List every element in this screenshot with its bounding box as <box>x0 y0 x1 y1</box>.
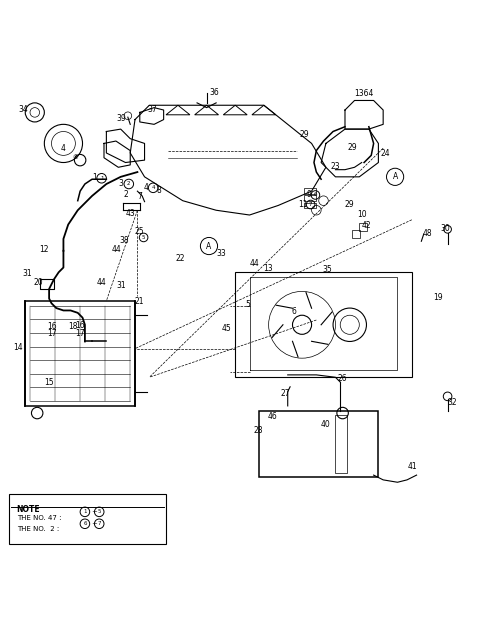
Text: 48: 48 <box>422 228 432 237</box>
Text: 31: 31 <box>23 269 33 278</box>
Text: 6: 6 <box>313 193 317 198</box>
Bar <box>259 411 378 477</box>
Text: 19: 19 <box>433 292 443 301</box>
Text: 35: 35 <box>322 266 332 275</box>
Text: 6: 6 <box>291 307 297 316</box>
Text: 28: 28 <box>253 426 263 435</box>
Text: 2: 2 <box>127 182 131 186</box>
Text: 20: 20 <box>34 278 44 287</box>
Text: 45: 45 <box>222 324 232 333</box>
Text: 15: 15 <box>44 378 54 387</box>
Text: 9: 9 <box>307 191 312 200</box>
Text: 4: 4 <box>144 183 148 192</box>
Text: 7: 7 <box>137 193 142 202</box>
Text: 3: 3 <box>118 179 123 189</box>
Text: 40: 40 <box>320 420 330 429</box>
Text: 5: 5 <box>142 235 145 240</box>
Text: 10: 10 <box>357 209 367 218</box>
Text: 33: 33 <box>216 249 226 258</box>
Text: 23: 23 <box>331 162 340 171</box>
Text: 12: 12 <box>39 245 49 254</box>
Text: A: A <box>206 241 212 250</box>
Text: 22: 22 <box>176 255 185 264</box>
Text: 44: 44 <box>111 245 121 254</box>
Text: 1: 1 <box>100 176 103 180</box>
Text: 43: 43 <box>125 209 135 218</box>
Text: 2: 2 <box>123 191 128 200</box>
Text: 44: 44 <box>250 259 259 268</box>
Text: 4: 4 <box>151 186 155 190</box>
Text: 38: 38 <box>120 236 130 245</box>
Bar <box>235 272 412 377</box>
Text: 32: 32 <box>447 397 457 406</box>
Text: ~: ~ <box>91 509 97 515</box>
Text: 6: 6 <box>83 521 87 526</box>
Text: 37: 37 <box>147 104 156 113</box>
Text: 41: 41 <box>408 463 418 472</box>
Text: 14: 14 <box>13 343 23 352</box>
Text: 7: 7 <box>309 202 312 207</box>
Bar <box>304 188 316 194</box>
Text: 39: 39 <box>116 114 126 123</box>
Text: ④: ④ <box>72 156 78 160</box>
Text: 34: 34 <box>18 104 28 113</box>
Text: 36: 36 <box>209 88 219 97</box>
Text: 44: 44 <box>97 278 107 287</box>
Text: 46: 46 <box>268 412 277 421</box>
Text: ~: ~ <box>91 521 97 527</box>
Text: 29: 29 <box>348 143 357 152</box>
Text: THE NO.  2 :: THE NO. 2 : <box>17 526 61 532</box>
Bar <box>304 195 316 201</box>
Text: 16: 16 <box>75 321 85 330</box>
Text: 25: 25 <box>134 227 144 236</box>
Text: 42: 42 <box>362 221 372 230</box>
Text: 29: 29 <box>300 131 309 140</box>
Text: 5: 5 <box>246 300 251 309</box>
Text: 17: 17 <box>47 329 56 338</box>
Text: 24: 24 <box>381 149 390 159</box>
Text: 7: 7 <box>97 521 101 526</box>
Text: 1364: 1364 <box>355 89 374 98</box>
Text: 29: 29 <box>345 200 355 209</box>
Text: THE NO. 47 :: THE NO. 47 : <box>17 515 63 521</box>
Bar <box>360 223 367 231</box>
Text: 17: 17 <box>75 329 85 338</box>
Text: 8: 8 <box>156 186 161 195</box>
Text: 4: 4 <box>61 144 66 153</box>
Bar <box>336 415 348 473</box>
Text: A: A <box>393 172 398 181</box>
Text: 13: 13 <box>263 264 273 273</box>
Bar <box>25 301 135 406</box>
Text: 31: 31 <box>116 281 126 290</box>
Text: 1: 1 <box>92 173 97 182</box>
Text: 27: 27 <box>281 390 290 399</box>
Text: 11: 11 <box>298 200 308 209</box>
Text: NOTE: NOTE <box>17 505 40 514</box>
Text: 30: 30 <box>440 224 450 233</box>
Bar <box>304 203 316 209</box>
Text: 18: 18 <box>68 322 78 331</box>
Text: 26: 26 <box>338 374 348 383</box>
Bar <box>352 230 360 238</box>
Text: 16: 16 <box>47 322 56 331</box>
Text: 21: 21 <box>134 298 144 307</box>
Text: 1: 1 <box>83 509 87 515</box>
Text: 5: 5 <box>97 509 101 515</box>
